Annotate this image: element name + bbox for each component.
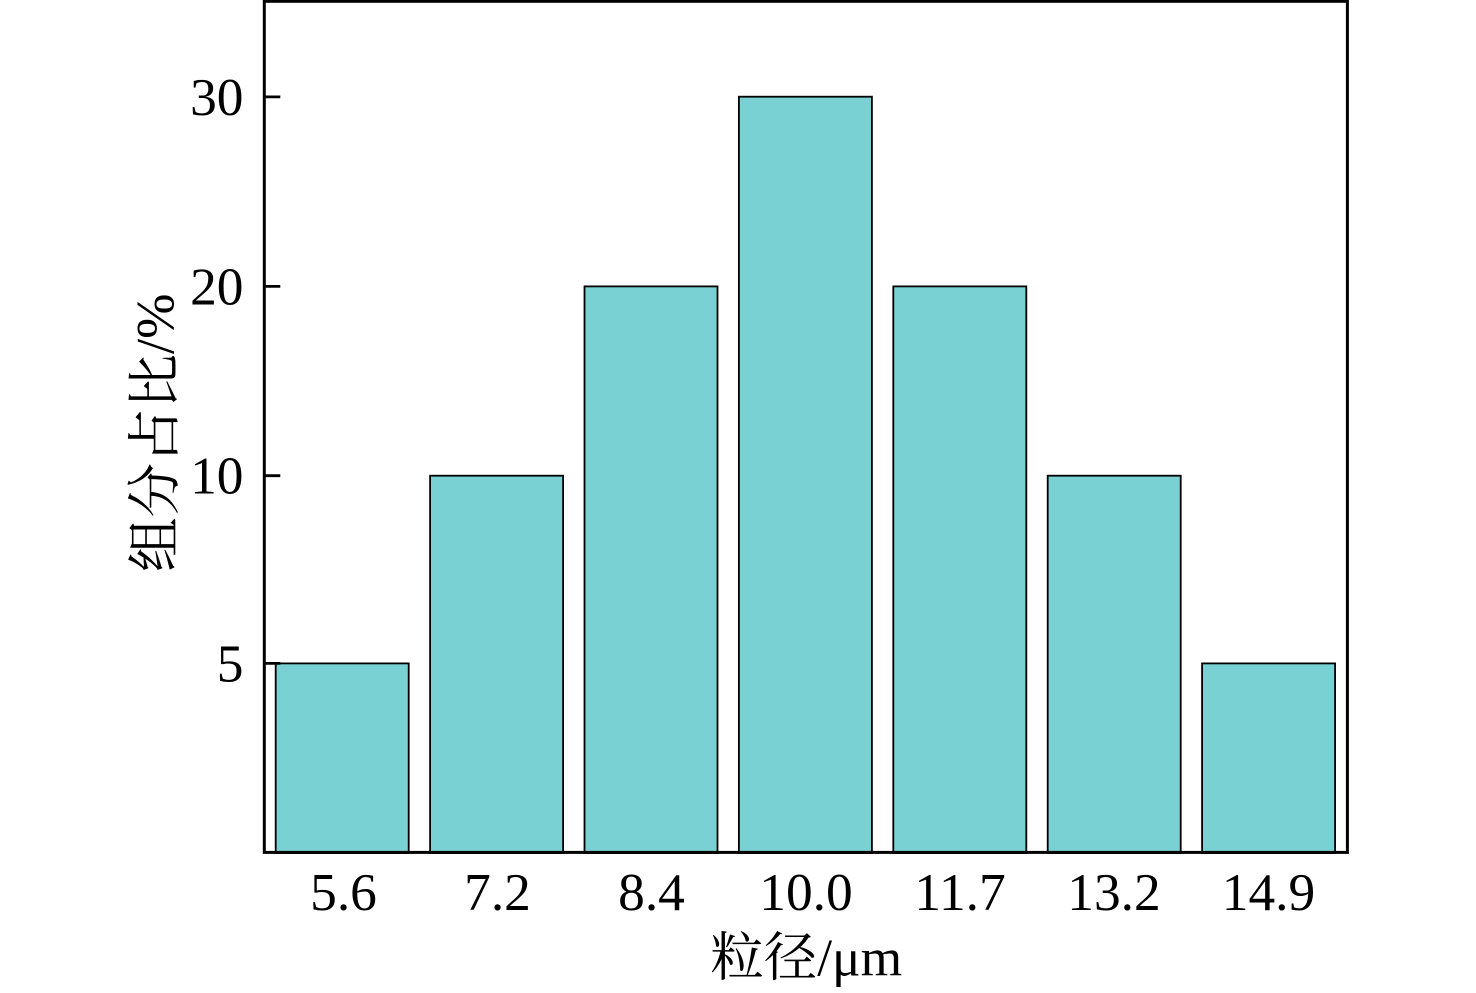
svg-text:7.2: 7.2 bbox=[464, 862, 531, 922]
svg-text:/%: /% bbox=[125, 293, 186, 354]
svg-text:30: 30 bbox=[190, 67, 243, 127]
svg-text:11.7: 11.7 bbox=[914, 862, 1005, 922]
svg-text:20: 20 bbox=[190, 256, 243, 316]
svg-text:13.2: 13.2 bbox=[1067, 862, 1160, 922]
svg-text:5: 5 bbox=[217, 633, 244, 693]
svg-text:8.4: 8.4 bbox=[618, 862, 685, 922]
svg-text:14.9: 14.9 bbox=[1222, 862, 1315, 922]
svg-text:/μm: /μm bbox=[817, 928, 902, 988]
svg-text:10: 10 bbox=[190, 446, 243, 506]
svg-text:5.6: 5.6 bbox=[310, 862, 377, 922]
svg-text:10.0: 10.0 bbox=[759, 862, 852, 922]
